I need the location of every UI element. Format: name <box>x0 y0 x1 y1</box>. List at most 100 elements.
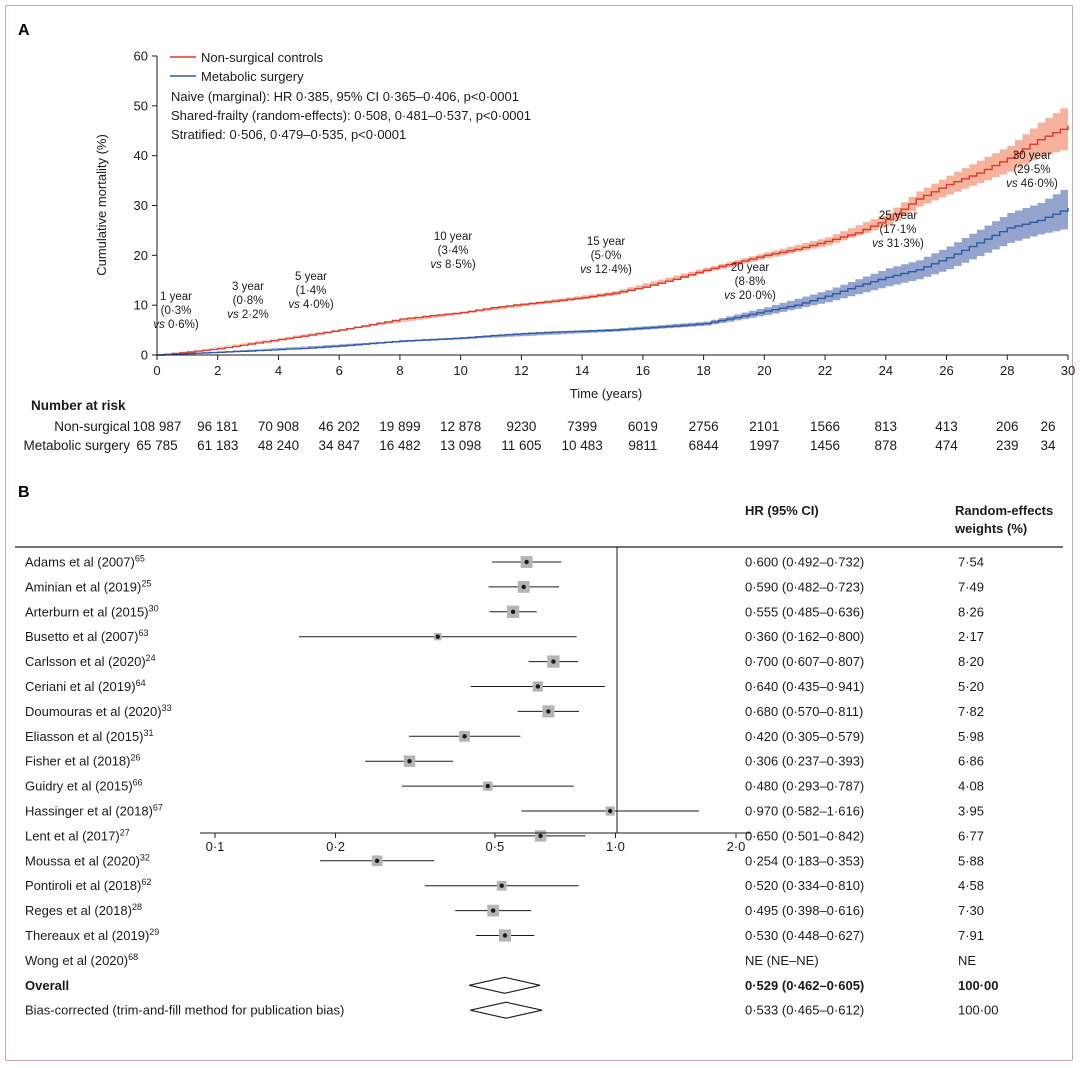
risk-cell: 26 <box>1040 419 1055 434</box>
hr-ci: 0·590 (0·482–0·723) <box>745 579 864 594</box>
point-estimate <box>510 609 516 614</box>
x-tick-label: 24 <box>879 363 893 378</box>
survival-lines <box>157 125 1069 356</box>
point-estimate <box>607 808 613 814</box>
y-tick-label: 20 <box>134 248 148 263</box>
study-row: Ceriani et al (2019)64 0·640 (0·435–0·941… <box>25 678 984 694</box>
annotation-25yr: vs 31·3%) <box>872 238 924 250</box>
risk-cell: 474 <box>935 438 958 453</box>
study-label: Moussa et al (2020) <box>25 853 140 868</box>
study-ref: 31 <box>144 728 154 738</box>
weight: 7·54 <box>958 555 984 570</box>
forest-tick-label: 2·0 <box>727 839 746 854</box>
study-name: Moussa et al (2020)32 <box>25 852 150 868</box>
point-estimate <box>538 833 543 839</box>
risk-cell: 108 987 <box>133 419 182 434</box>
annotation-3yr: vs 2·2% <box>227 309 269 321</box>
study-name: Fisher et al (2018)26 <box>25 753 141 769</box>
study-name: Lent et al (2017)27 <box>25 827 130 843</box>
summary-label: Overall <box>25 978 69 993</box>
hr-ci: 0·420 (0·305–0·579) <box>745 729 864 744</box>
annotation-1yr: vs 0·6%) <box>153 319 199 331</box>
risk-cell: 46 202 <box>319 419 360 434</box>
annotation-20yr: 20 year <box>731 262 770 274</box>
hr-ci: NE (NE–NE) <box>745 953 819 968</box>
overall-row: Overall 0·529 (0·462–0·605) 100·00 <box>25 976 998 994</box>
x-tick-label: 18 <box>696 363 710 378</box>
weight: 7·91 <box>958 928 984 943</box>
study-name: Busetto et al (2007)63 <box>25 628 148 644</box>
annotation-25yr: 25 year <box>879 210 918 222</box>
risk-cell: 65 785 <box>136 438 177 453</box>
forest-plot: Adams et al (2007)65 0·600 (0·492–0·732) 7… <box>25 547 998 1019</box>
annotation-1yr: 1 year <box>160 291 192 303</box>
annotation-3yr: (0·8% <box>233 295 264 307</box>
point-estimate <box>462 734 467 739</box>
annotation-value: 4·0%) <box>300 299 334 311</box>
annotation-3yr: 3 year <box>232 281 264 293</box>
forest-tick-label: 0·1 <box>206 839 225 854</box>
study-label: Aminian et al (2019) <box>25 579 141 594</box>
forest-tick-label: 0·5 <box>486 839 505 854</box>
weight: 6·77 <box>958 828 984 843</box>
stat-frailty: Shared-frailty (random-effects): 0·508, … <box>171 108 531 123</box>
study-row: Busetto et al (2007)63 0·360 (0·162–0·800… <box>25 628 984 644</box>
study-name: Ceriani et al (2019)64 <box>25 678 146 694</box>
study-ref: 63 <box>138 628 148 638</box>
hr-ci: 0·680 (0·570–0·811) <box>745 704 863 719</box>
x-tick-label: 4 <box>275 363 282 378</box>
annotation-15yr: vs 12·4%) <box>580 264 632 276</box>
y-tick-label: 0 <box>141 348 148 363</box>
study-ref: 32 <box>140 852 150 862</box>
study-label: Pontiroli et al (2018) <box>25 878 141 893</box>
study-ref: 29 <box>149 927 159 937</box>
risk-cell: 878 <box>875 438 898 453</box>
x-tick-label: 0 <box>153 363 160 378</box>
point-estimate <box>490 908 496 913</box>
y-tick-label: 60 <box>134 49 148 64</box>
x-tick-label: 8 <box>396 363 403 378</box>
y-tick-label: 10 <box>134 298 148 313</box>
study-label: Wong et al (2020) <box>25 953 128 968</box>
study-label: Doumouras et al (2020) <box>25 704 162 719</box>
annotation-25yr: (17·1% <box>879 224 916 236</box>
legend-surgery: Metabolic surgery <box>201 69 304 84</box>
annotation-15yr: (5·0% <box>591 250 622 262</box>
annotation-5yr: 5 year <box>295 271 327 283</box>
annotation-vs: vs <box>1006 178 1018 190</box>
study-label: Reges et al (2018) <box>25 903 132 918</box>
study-ref: 30 <box>149 603 159 613</box>
annotation-30yr: vs 46·0%) <box>1006 178 1058 190</box>
hr-ci: 0·600 (0·492–0·732) <box>745 555 864 570</box>
x-tick-label: 10 <box>453 363 467 378</box>
risk-cell: 6019 <box>628 419 658 434</box>
point-estimate <box>551 659 556 664</box>
weight: 8·20 <box>958 654 984 669</box>
risk-cell: 61 183 <box>197 438 238 453</box>
risk-cell: 48 240 <box>258 438 299 453</box>
risk-cell: 34 847 <box>319 438 360 453</box>
study-name: Arterburn et al (2015)30 <box>25 603 159 619</box>
col-header-hr: HR (95% CI) <box>745 503 819 518</box>
annotation-10yr: 10 year <box>434 231 473 243</box>
study-name: Wong et al (2020)68 <box>25 952 138 968</box>
hr-ci: 0·495 (0·398–0·616) <box>745 903 864 918</box>
risk-cell: 813 <box>875 419 898 434</box>
legend-control: Non-surgical controls <box>201 50 324 65</box>
x-tick-label: 20 <box>757 363 771 378</box>
point-estimate <box>535 684 541 689</box>
bias-corrected-row: Bias-corrected (trim-and-fill method for… <box>25 1001 998 1019</box>
risk-cell: 1566 <box>810 419 840 434</box>
risk-cell: 34 <box>1040 438 1056 453</box>
x-tick-label: 28 <box>1000 363 1014 378</box>
annotation-vs: vs <box>580 264 592 276</box>
study-row: Doumouras et al (2020)33 0·680 (0·570–0·8… <box>25 703 984 719</box>
hr-ci: 0·480 (0·293–0·787) <box>745 779 864 794</box>
y-axis-title: Cumulative mortality (%) <box>94 134 109 276</box>
study-label: Eliasson et al (2015) <box>25 729 144 744</box>
weight: 7·82 <box>958 704 984 719</box>
risk-row-label-control: Non-surgical <box>54 419 130 434</box>
hr-ci: 0·650 (0·501–0·842) <box>745 828 864 843</box>
weight: 8·26 <box>958 604 984 619</box>
